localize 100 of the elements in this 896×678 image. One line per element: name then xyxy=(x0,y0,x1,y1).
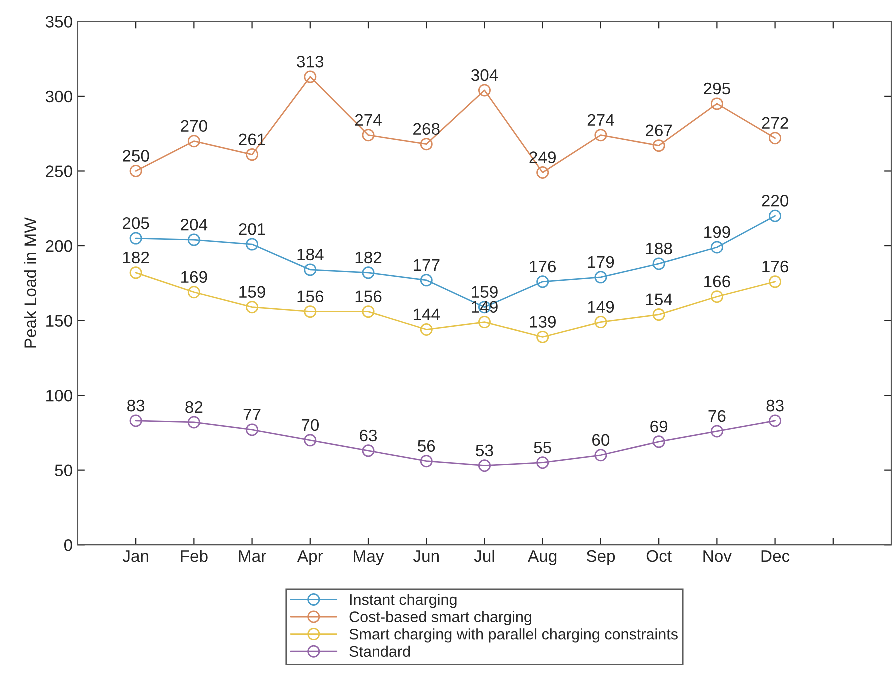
point xyxy=(246,301,259,314)
x-tick-label: Dec xyxy=(762,550,790,562)
point xyxy=(652,140,666,152)
point xyxy=(652,308,666,322)
data-label: 272 xyxy=(762,117,788,129)
point xyxy=(362,266,375,280)
point xyxy=(246,148,259,162)
point xyxy=(188,286,200,299)
data-label: 250 xyxy=(123,150,150,162)
point xyxy=(420,138,433,151)
data-label: 156 xyxy=(356,290,382,303)
point xyxy=(536,456,550,470)
data-label: 55 xyxy=(534,442,552,454)
x-tick-label: Apr xyxy=(297,550,324,566)
point xyxy=(710,425,724,438)
point xyxy=(188,234,200,246)
point xyxy=(246,424,259,436)
y-tick-label: 50 xyxy=(55,464,72,477)
point xyxy=(304,434,317,447)
data-label: 188 xyxy=(646,242,672,255)
x-tick-label: Nov xyxy=(704,550,732,562)
y-tick-label: 250 xyxy=(46,166,72,178)
data-label: 77 xyxy=(244,409,261,421)
point xyxy=(769,276,782,288)
data-label: 83 xyxy=(766,400,784,412)
x-tick-label: Oct xyxy=(646,550,672,562)
point xyxy=(478,460,491,472)
point xyxy=(652,436,666,448)
point xyxy=(594,316,608,329)
data-label: 156 xyxy=(298,290,324,303)
data-label: 149 xyxy=(588,301,614,314)
data-label: 267 xyxy=(646,124,672,137)
point xyxy=(420,455,433,468)
point xyxy=(478,84,491,97)
data-label: 199 xyxy=(704,226,730,238)
data-label: 204 xyxy=(181,218,208,231)
point xyxy=(710,98,724,110)
point xyxy=(188,135,200,148)
data-label: 176 xyxy=(530,260,556,273)
y-tick-label: 150 xyxy=(46,315,72,327)
point xyxy=(362,129,375,142)
data-label: 53 xyxy=(476,444,494,457)
point xyxy=(710,290,724,304)
point xyxy=(130,414,142,428)
data-label: 176 xyxy=(762,260,788,273)
data-label: 295 xyxy=(704,82,730,95)
data-label: 154 xyxy=(646,294,672,306)
x-tick-label: Aug xyxy=(528,550,557,566)
point xyxy=(304,306,317,318)
point xyxy=(594,129,608,142)
legend-label: Cost-based smart charging xyxy=(350,611,532,626)
point xyxy=(130,266,142,280)
y-tick-label: 300 xyxy=(46,90,72,103)
data-label: 63 xyxy=(360,430,378,442)
data-label: 220 xyxy=(762,195,789,207)
data-label: 69 xyxy=(650,420,668,433)
data-label: 184 xyxy=(298,248,324,261)
point xyxy=(536,330,550,344)
point xyxy=(536,276,550,288)
data-label: 139 xyxy=(530,316,556,328)
point xyxy=(594,449,608,462)
x-tick-label: Jun xyxy=(413,550,439,562)
data-label: 274 xyxy=(355,114,382,126)
point xyxy=(420,324,433,336)
point xyxy=(188,416,200,429)
point xyxy=(130,164,142,178)
data-label: 144 xyxy=(414,308,440,320)
point xyxy=(769,132,782,145)
x-tick-label: May xyxy=(354,550,384,566)
legend-label: Instant charging xyxy=(350,594,457,608)
data-label: 159 xyxy=(472,286,498,298)
data-label: 201 xyxy=(239,223,266,236)
x-tick-label: Jul xyxy=(474,550,494,562)
data-label: 177 xyxy=(414,260,440,271)
point xyxy=(420,274,433,287)
x-tick-label: Mar xyxy=(239,550,266,562)
data-label: 274 xyxy=(588,114,614,126)
data-label: 205 xyxy=(123,217,150,230)
data-label: 179 xyxy=(588,256,614,268)
point xyxy=(478,316,491,329)
data-label: 270 xyxy=(181,120,208,132)
point xyxy=(362,306,375,318)
data-label: 56 xyxy=(418,440,436,452)
point xyxy=(710,241,724,254)
data-label: 169 xyxy=(182,271,208,284)
data-label: 83 xyxy=(128,400,145,412)
data-label: 182 xyxy=(356,252,382,264)
point xyxy=(304,70,317,84)
point xyxy=(130,232,142,245)
data-label: 159 xyxy=(240,286,266,298)
x-tick-label: Jan xyxy=(122,550,148,562)
y-tick-label: 200 xyxy=(46,240,72,252)
data-label: 70 xyxy=(302,419,320,432)
data-label: 82 xyxy=(186,401,203,414)
y-axis-title: Peak Load in MW xyxy=(24,218,36,348)
point xyxy=(246,238,259,251)
point xyxy=(652,258,666,270)
x-tick-label: Feb xyxy=(181,550,208,562)
data-label: 313 xyxy=(297,56,324,68)
point xyxy=(304,264,317,276)
